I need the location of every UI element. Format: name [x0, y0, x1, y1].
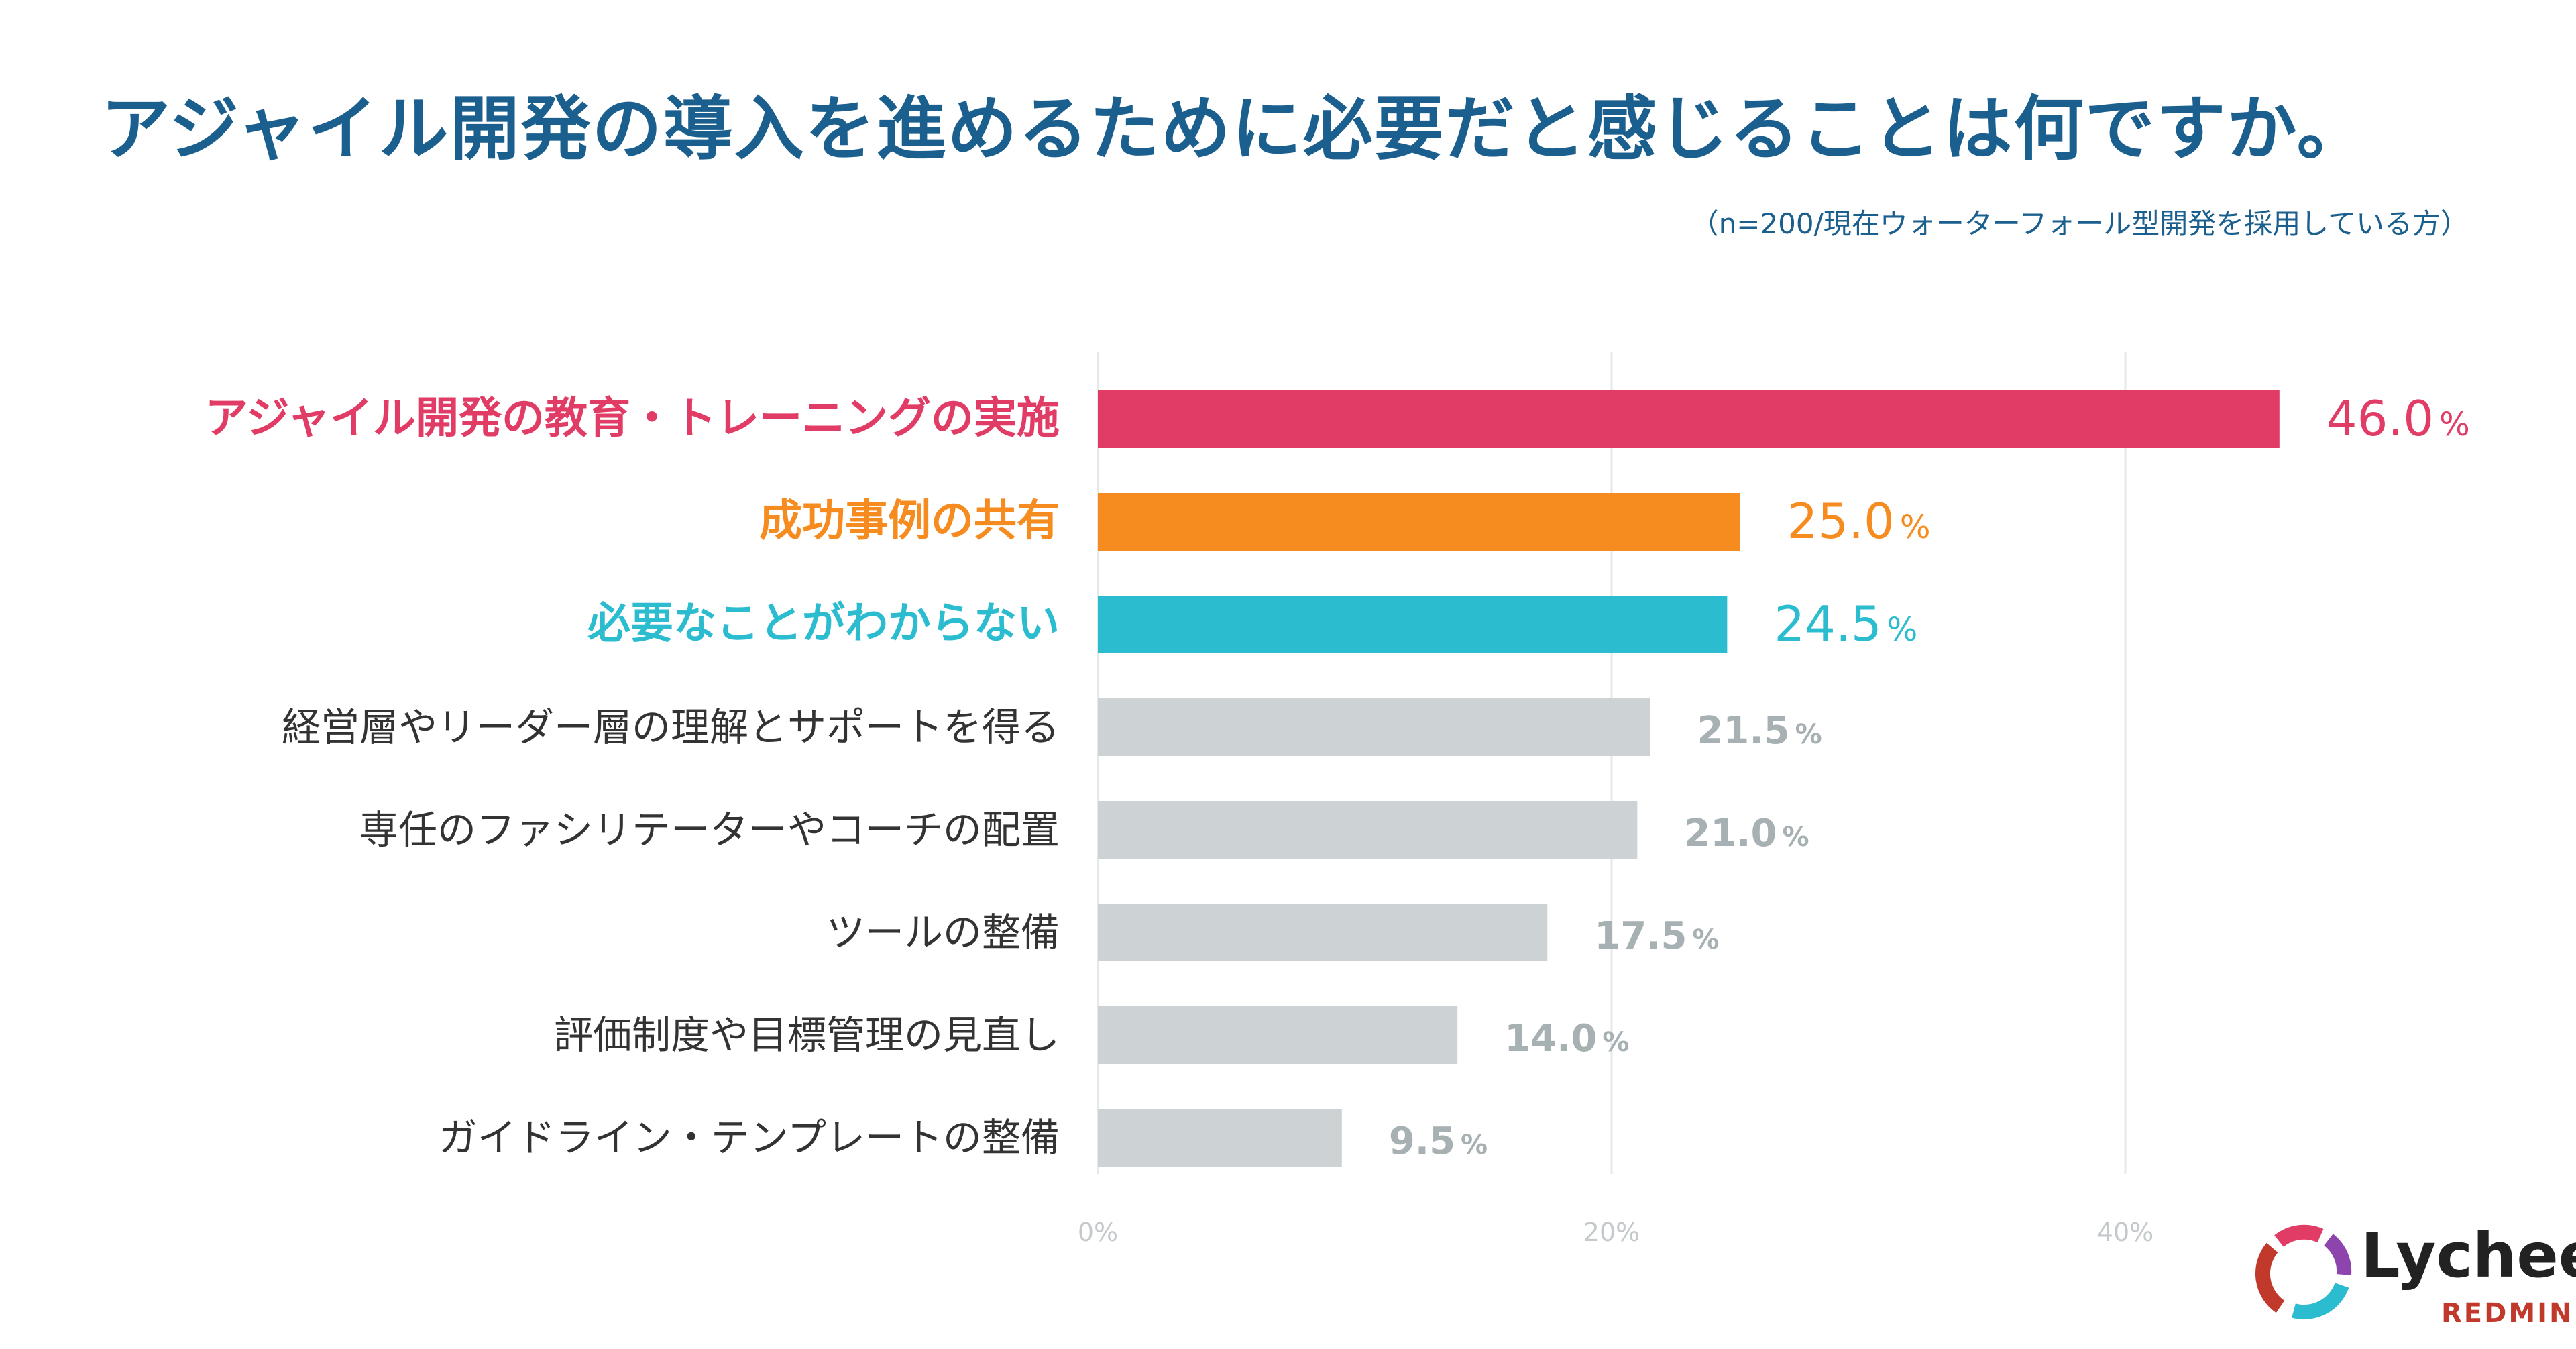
- category-label: 評価制度や目標管理の見直し: [554, 1012, 1060, 1058]
- value-label: 24.5%: [1774, 596, 1917, 652]
- logo-subtext: REDMINE: [2441, 1298, 2576, 1329]
- value-unit: %: [1795, 719, 1822, 750]
- bar: [1098, 904, 1548, 961]
- logo-arc-pink: [2274, 1224, 2324, 1247]
- bar: [1098, 698, 1650, 756]
- x-tick-label: 20%: [1583, 1218, 1640, 1247]
- value-label: 25.0%: [1787, 493, 1931, 549]
- x-tick-label: 40%: [2097, 1218, 2153, 1247]
- value-number: 14.0: [1504, 1017, 1597, 1061]
- value-number: 24.5: [1774, 596, 1881, 652]
- category-label: 経営層やリーダー層の理解とサポートを得る: [282, 704, 1060, 750]
- bar: [1098, 801, 1638, 859]
- chart-subtitle: （n=200/現在ウォーターフォール型開発を採用している方）: [1690, 207, 2469, 240]
- value-number: 21.5: [1697, 709, 1789, 753]
- value-unit: %: [1782, 822, 1809, 853]
- bar: [1098, 1006, 1458, 1064]
- x-tick-label: 0%: [1078, 1218, 1118, 1247]
- bar: [1098, 1109, 1342, 1167]
- category-label: ツールの整備: [826, 910, 1060, 955]
- category-label: ガイドライン・テンプレートの整備: [439, 1115, 1060, 1161]
- logo-wordmark: Lychee: [2361, 1220, 2576, 1291]
- value-unit: %: [2439, 406, 2470, 443]
- value-label: 21.0%: [1684, 812, 1809, 855]
- value-label: 46.0%: [2327, 390, 2470, 447]
- bar: [1098, 596, 1728, 653]
- value-label: 21.5%: [1697, 709, 1822, 753]
- logo-arc-cyan: [2292, 1282, 2349, 1319]
- value-label: 17.5%: [1594, 914, 1719, 958]
- category-label: 成功事例の共有: [759, 496, 1060, 546]
- lychee-logo-icon: [2255, 1224, 2352, 1319]
- value-number: 46.0: [2327, 390, 2434, 447]
- value-unit: %: [1461, 1130, 1488, 1161]
- value-unit: %: [1900, 508, 1931, 546]
- logo-arc-purple: [2323, 1234, 2352, 1275]
- chart-title: アジャイル開発の導入を進めるために必要だと感じることは何ですか。: [101, 88, 2368, 170]
- value-unit: %: [1602, 1027, 1629, 1058]
- value-unit: %: [1887, 611, 1918, 649]
- category-label: 専任のファシリテーターやコーチの配置: [359, 807, 1060, 853]
- logo-arc-red: [2255, 1242, 2285, 1313]
- value-number: 25.0: [1787, 493, 1895, 549]
- value-number: 21.0: [1684, 812, 1777, 855]
- value-label: 14.0%: [1504, 1017, 1629, 1061]
- bar: [1098, 390, 2280, 448]
- bar: [1098, 493, 1740, 551]
- value-number: 9.5: [1389, 1120, 1455, 1163]
- value-label: 9.5%: [1389, 1120, 1488, 1163]
- value-unit: %: [1692, 924, 1719, 955]
- value-number: 17.5: [1594, 914, 1687, 958]
- category-label: 必要なことがわからない: [587, 599, 1060, 649]
- category-label: アジャイル開発の教育・トレーニングの実施: [205, 394, 1060, 443]
